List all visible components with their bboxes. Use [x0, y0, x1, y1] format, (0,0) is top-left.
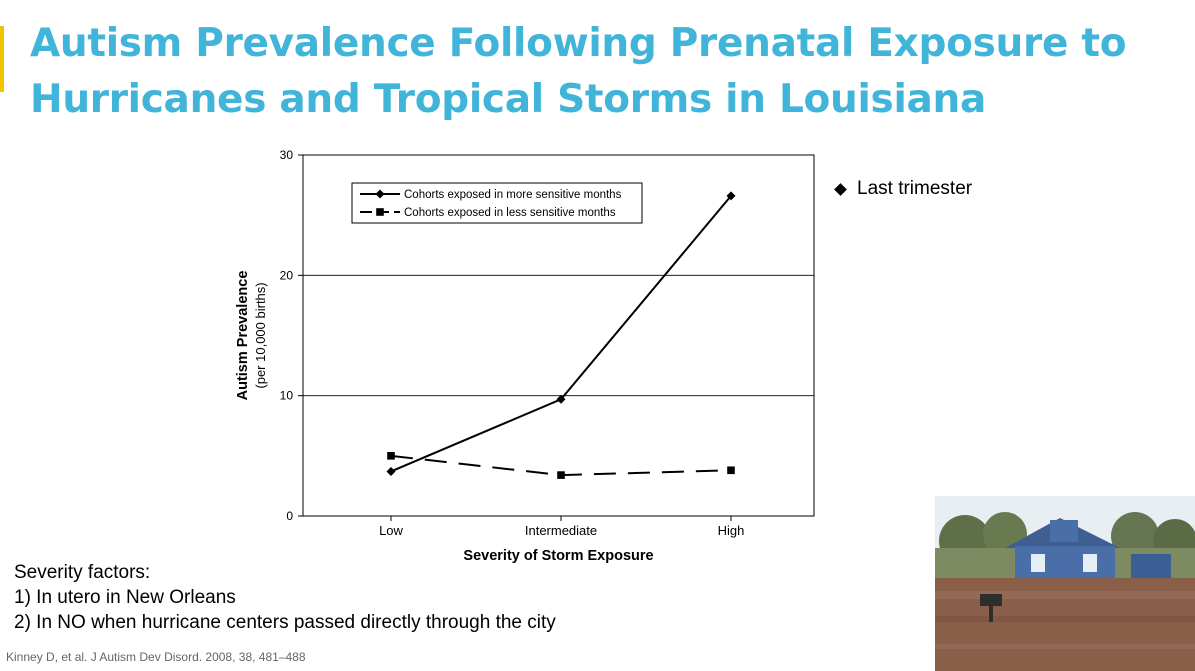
y-axis-label: Autism Prevalence — [235, 271, 251, 401]
legend-label: Cohorts exposed in more sensitive months — [404, 189, 622, 201]
side-legend-label: Last trimester — [857, 178, 973, 199]
slide-title: Autism Prevalence Following Prenatal Exp… — [30, 21, 1127, 122]
severity-notes: Severity factors: 1) In utero in New Orl… — [14, 560, 556, 635]
y-axis-sublabel: (per 10,000 births) — [253, 282, 268, 388]
data-point-1 — [726, 191, 736, 201]
y-tick-label: 20 — [280, 268, 294, 282]
side-legend: Last trimester — [833, 178, 972, 200]
data-point-2 — [387, 452, 395, 460]
legend-label: Cohorts exposed in less sensitive months — [404, 207, 616, 219]
citation: Kinney D, et al. J Autism Dev Disord. 20… — [6, 650, 306, 664]
data-point-1 — [386, 466, 396, 476]
plot-frame — [302, 154, 815, 517]
notes-heading: Severity factors: — [14, 562, 151, 583]
accent-bar — [0, 26, 4, 92]
line-chart: 0 10 20 30 Low Intermediate High Severity of St… — [235, 148, 815, 564]
data-point-2 — [557, 471, 565, 479]
x-tick-label: Low — [379, 523, 403, 538]
flooded-house-photo — [935, 496, 1195, 671]
notes-item: 1) In utero in New Orleans — [14, 587, 236, 608]
y-tick-label: 10 — [280, 389, 294, 403]
x-tick-label: Intermediate — [525, 523, 597, 538]
x-axis-label: Severity of Storm Exposure — [463, 548, 653, 564]
y-tick-label: 30 — [280, 148, 294, 162]
legend-marker-1 — [375, 189, 385, 199]
legend-marker-2 — [376, 208, 384, 216]
x-tick-label: High — [718, 523, 745, 538]
notes-item: 2) In NO when hurricane centers passed d… — [14, 612, 556, 633]
data-point-2 — [727, 466, 735, 475]
diamond-icon — [834, 182, 847, 196]
y-tick-label: 0 — [286, 509, 293, 523]
chart-legend-box — [351, 182, 643, 224]
data-point-1 — [556, 394, 566, 404]
series-line-1 — [390, 195, 732, 473]
